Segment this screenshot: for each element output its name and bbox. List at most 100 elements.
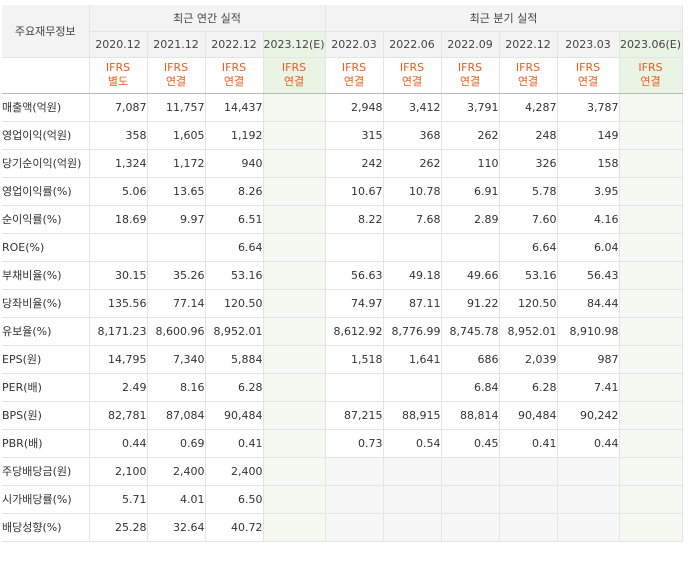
value-cell: 7.60 [499, 205, 558, 234]
value-cell [619, 429, 683, 458]
ifrs-standard: IFRS [163, 61, 189, 74]
value-cell: 368 [383, 121, 442, 150]
value-cell: 2,100 [89, 456, 148, 486]
value-cell: 987 [557, 344, 620, 374]
ifrs-label: IFRS 연결 [441, 57, 500, 94]
ifrs-scope: 연결 [283, 75, 305, 88]
row-label: 순이익률(%) [2, 205, 90, 234]
value-cell [441, 233, 500, 262]
value-cell: 120.50 [205, 289, 264, 318]
value-cell [325, 373, 384, 402]
row-label: EPS(원) [2, 344, 90, 374]
table-row: 매출액(억원) 7,087 11,757 14,437 2,948 3,412 3,791 4… [2, 93, 683, 122]
value-cell: 6.50 [205, 485, 264, 514]
value-cell: 6.04 [557, 233, 620, 262]
value-cell [325, 456, 384, 486]
value-cell: 88,915 [383, 401, 442, 430]
value-cell: 120.50 [499, 289, 558, 318]
value-cell [263, 205, 326, 234]
value-cell [383, 513, 442, 542]
row-label: 주당배당금(원) [2, 456, 90, 486]
value-cell [383, 485, 442, 514]
value-cell: 1,324 [89, 149, 148, 178]
row-label: 시가배당률(%) [2, 485, 90, 514]
value-cell: 7,087 [89, 93, 148, 122]
value-cell: 4.01 [147, 485, 206, 514]
value-cell: 0.44 [89, 429, 148, 458]
value-cell [263, 121, 326, 150]
value-cell: 8,952.01 [499, 317, 558, 346]
table-row: 영업이익률(%) 5.06 13.65 8.26 10.67 10.78 6.91 5.78 3… [2, 176, 683, 206]
value-cell [499, 513, 558, 542]
table-row: 시가배당률(%) 5.71 4.01 6.50 [2, 485, 683, 514]
value-cell [263, 344, 326, 374]
ifrs-standard: IFRS [341, 61, 367, 74]
table-row: EPS(원) 14,795 7,340 5,884 1,518 1,641 686 2,039… [2, 344, 683, 374]
value-cell [263, 176, 326, 206]
period-header: 2022.06 [383, 31, 442, 58]
value-cell [619, 373, 683, 402]
value-cell [499, 456, 558, 486]
ifrs-label: IFRS 연결 [325, 57, 384, 94]
value-cell [619, 344, 683, 374]
value-cell [263, 289, 326, 318]
value-cell: 1,172 [147, 149, 206, 178]
row-label: 부채비율(%) [2, 260, 90, 290]
value-cell: 2,400 [205, 456, 264, 486]
value-cell [263, 317, 326, 346]
value-cell: 0.44 [557, 429, 620, 458]
table-row: 부채비율(%) 30.15 35.26 53.16 56.63 49.18 49.66 53.… [2, 260, 683, 290]
period-header: 2022.09 [441, 31, 500, 58]
row-label: 당좌비율(%) [2, 289, 90, 318]
value-cell [263, 260, 326, 290]
value-cell: 14,795 [89, 344, 148, 374]
value-cell: 6.64 [205, 233, 264, 262]
row-label: ROE(%) [2, 233, 90, 262]
value-cell [619, 289, 683, 318]
value-cell: 3,791 [441, 93, 500, 122]
value-cell [557, 456, 620, 486]
value-cell: 4.16 [557, 205, 620, 234]
value-cell [383, 456, 442, 486]
value-cell: 90,484 [205, 401, 264, 430]
quarterly-header: 최근 분기 실적 [325, 5, 683, 32]
value-cell [263, 401, 326, 430]
value-cell: 18.69 [89, 205, 148, 234]
value-cell: 7.41 [557, 373, 620, 402]
value-cell: 49.18 [383, 260, 442, 290]
value-cell: 6.51 [205, 205, 264, 234]
value-cell [263, 485, 326, 514]
period-header: 2022.12 [499, 31, 558, 58]
value-cell: 8,952.01 [205, 317, 264, 346]
period-row: 2020.12 2021.12 2022.12 2023.12(E) 2022.03 20… [2, 31, 683, 58]
value-cell: 7,340 [147, 344, 206, 374]
value-cell [619, 149, 683, 178]
value-cell: 6.64 [499, 233, 558, 262]
table-row: BPS(원) 82,781 87,084 90,484 87,215 88,915 88,8… [2, 401, 683, 430]
value-cell: 242 [325, 149, 384, 178]
value-cell [263, 149, 326, 178]
value-cell [619, 456, 683, 486]
ifrs-label: IFRS 연결 [147, 57, 206, 94]
value-cell: 158 [557, 149, 620, 178]
value-cell [383, 373, 442, 402]
value-cell: 0.41 [205, 429, 264, 458]
value-cell: 8,745.78 [441, 317, 500, 346]
value-cell: 3,787 [557, 93, 620, 122]
value-cell: 49.66 [441, 260, 500, 290]
value-cell [441, 513, 500, 542]
row-label: PBR(배) [2, 429, 90, 458]
value-cell: 32.64 [147, 513, 206, 542]
value-cell: 6.28 [499, 373, 558, 402]
value-cell: 2.49 [89, 373, 148, 402]
annual-header: 최근 연간 실적 [89, 5, 326, 32]
value-cell: 0.54 [383, 429, 442, 458]
value-cell: 0.41 [499, 429, 558, 458]
row-label: 유보율(%) [2, 317, 90, 346]
value-cell: 5,884 [205, 344, 264, 374]
value-cell: 2.89 [441, 205, 500, 234]
value-cell: 8.26 [205, 176, 264, 206]
value-cell: 8,600.96 [147, 317, 206, 346]
value-cell: 56.63 [325, 260, 384, 290]
